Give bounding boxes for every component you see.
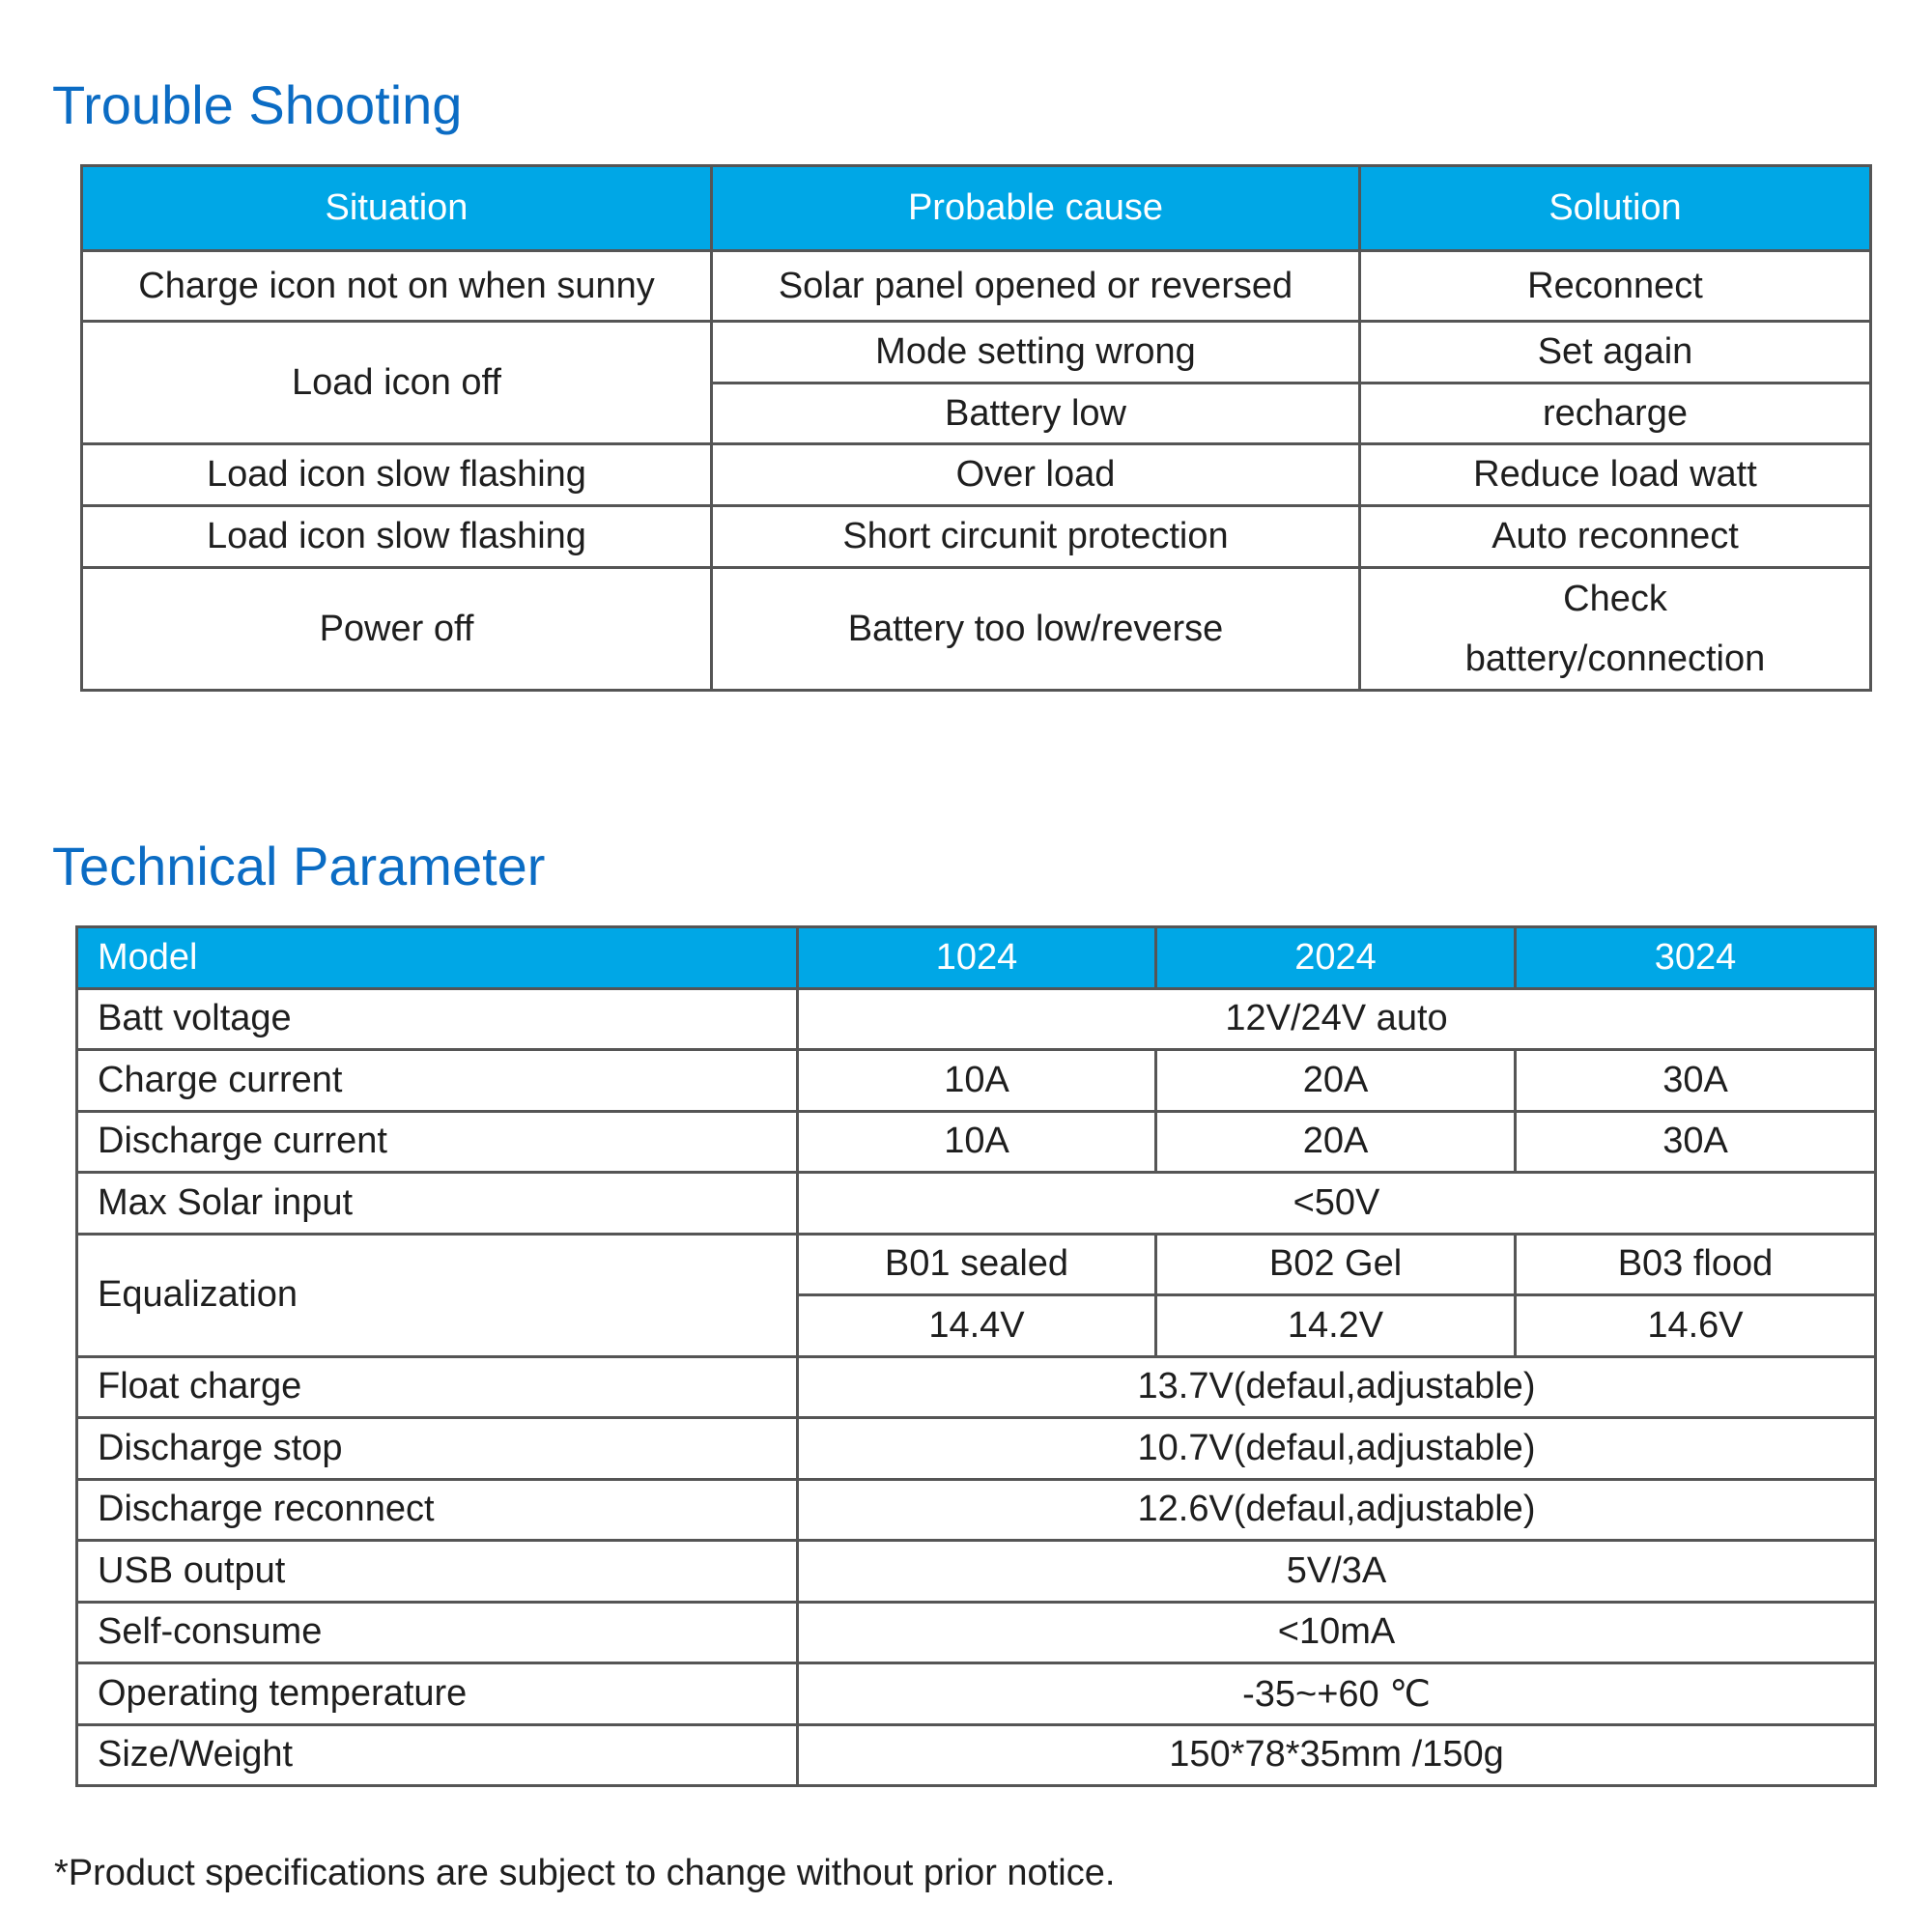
- table-row: Batt voltage 12V/24V auto: [75, 986, 1877, 1051]
- param-value: 14.6V: [1514, 1293, 1877, 1358]
- param-label: Max Solar input: [75, 1171, 799, 1236]
- param-value: <10mA: [796, 1600, 1877, 1664]
- param-label: Discharge reconnect: [75, 1477, 799, 1542]
- header-solution: Solution: [1358, 164, 1872, 252]
- header-model: Model: [75, 925, 799, 990]
- cause-cell: Solar panel opened or reversed: [710, 249, 1361, 323]
- table-row: Charge current 10A 20A 30A: [75, 1048, 1877, 1113]
- table-row: Load icon slow flashing Over load Reduce…: [80, 442, 1872, 507]
- table-row: Load icon slow flashing Short circunit p…: [80, 504, 1872, 569]
- solution-cell: Auto reconnect: [1358, 504, 1872, 569]
- solution-cell: recharge: [1358, 382, 1872, 445]
- trouble-shooting-table: Situation Probable cause Solution Charge…: [80, 164, 1872, 692]
- solution-cell: Check battery/connection: [1358, 566, 1872, 692]
- situation-cell: Load icon slow flashing: [80, 442, 713, 507]
- table-row: Charge icon not on when sunny Solar pane…: [80, 249, 1872, 323]
- param-label: Size/Weight: [75, 1722, 799, 1787]
- param-label: Equalization: [75, 1232, 799, 1358]
- situation-cell: Power off: [80, 566, 713, 692]
- technical-parameter-title: Technical Parameter: [52, 836, 546, 896]
- param-label: Operating temperature: [75, 1662, 799, 1726]
- param-value: 12.6V(defaul,adjustable): [796, 1477, 1877, 1542]
- param-value: B03 flood: [1514, 1232, 1877, 1296]
- table-row: Operating temperature -35~+60 ℃: [75, 1662, 1877, 1726]
- header-3024: 3024: [1514, 925, 1877, 990]
- param-value: 12V/24V auto: [796, 986, 1877, 1051]
- solution-cell: Set again: [1358, 320, 1872, 384]
- param-value: 14.2V: [1154, 1293, 1517, 1358]
- param-value: 10.7V(defaul,adjustable): [796, 1416, 1877, 1481]
- param-value: 20A: [1154, 1109, 1517, 1174]
- table-row: Float charge 13.7V(defaul,adjustable): [75, 1354, 1877, 1419]
- param-value: 14.4V: [796, 1293, 1157, 1358]
- param-value: 30A: [1514, 1109, 1877, 1174]
- table-row: Power off Battery too low/reverse Check …: [80, 566, 1872, 692]
- param-value: B01 sealed: [796, 1232, 1157, 1296]
- situation-cell: Load icon off: [80, 320, 713, 445]
- table-row: Max Solar input <50V: [75, 1171, 1877, 1236]
- table-row: Equalization B01 sealed B02 Gel B03 floo…: [75, 1232, 1877, 1358]
- param-label: Discharge stop: [75, 1416, 799, 1481]
- param-value: 20A: [1154, 1048, 1517, 1113]
- cause-cell: Short circunit protection: [710, 504, 1361, 569]
- param-value: 5V/3A: [796, 1539, 1877, 1604]
- header-situation: Situation: [80, 164, 713, 252]
- trouble-shooting-title: Trouble Shooting: [52, 74, 463, 135]
- param-label: Discharge current: [75, 1109, 799, 1174]
- table-row: Self-consume <10mA: [75, 1600, 1877, 1664]
- param-label: Float charge: [75, 1354, 799, 1419]
- param-value: 13.7V(defaul,adjustable): [796, 1354, 1877, 1419]
- param-value: <50V: [796, 1171, 1877, 1236]
- header-1024: 1024: [796, 925, 1157, 990]
- table-row: Discharge reconnect 12.6V(defaul,adjusta…: [75, 1477, 1877, 1542]
- table-row: Discharge stop 10.7V(defaul,adjustable): [75, 1416, 1877, 1481]
- param-value: 10A: [796, 1048, 1157, 1113]
- param-value: B02 Gel: [1154, 1232, 1517, 1296]
- param-label: Batt voltage: [75, 986, 799, 1051]
- param-value: 30A: [1514, 1048, 1877, 1113]
- table-header-row: Situation Probable cause Solution: [80, 164, 1872, 252]
- header-2024: 2024: [1154, 925, 1517, 990]
- table-row: USB output 5V/3A: [75, 1539, 1877, 1604]
- table-row: Battery low recharge: [82, 382, 1872, 445]
- cause-cell: Over load: [710, 442, 1361, 507]
- solution-text: Check battery/connection: [1464, 579, 1766, 679]
- param-value: -35~+60 ℃: [796, 1662, 1877, 1726]
- param-label: USB output: [75, 1539, 799, 1604]
- param-value: 10A: [796, 1109, 1157, 1174]
- table-header-row: Model 1024 2024 3024: [75, 925, 1877, 990]
- solution-cell: Reduce load watt: [1358, 442, 1872, 507]
- table-row: Size/Weight 150*78*35mm /150g: [75, 1722, 1877, 1787]
- table-row: Load icon off Mode setting wrong Set aga…: [80, 320, 1872, 445]
- header-probable-cause: Probable cause: [710, 164, 1361, 252]
- solution-cell: Reconnect: [1358, 249, 1872, 323]
- situation-cell: Load icon slow flashing: [80, 504, 713, 569]
- param-label: Self-consume: [75, 1600, 799, 1664]
- technical-parameter-table: Model 1024 2024 3024 Batt voltage 12V/24…: [75, 925, 1877, 1787]
- param-label: Charge current: [75, 1048, 799, 1113]
- param-value: 150*78*35mm /150g: [796, 1722, 1877, 1787]
- cause-cell: Battery low: [710, 382, 1361, 445]
- table-row: Discharge current 10A 20A 30A: [75, 1109, 1877, 1174]
- situation-cell: Charge icon not on when sunny: [80, 249, 713, 323]
- cause-cell: Battery too low/reverse: [710, 566, 1361, 692]
- cause-cell: Mode setting wrong: [710, 320, 1361, 384]
- footnote: *Product specifications are subject to c…: [54, 1853, 1116, 1893]
- table-row: 14.4V 14.2V 14.6V: [77, 1293, 1877, 1358]
